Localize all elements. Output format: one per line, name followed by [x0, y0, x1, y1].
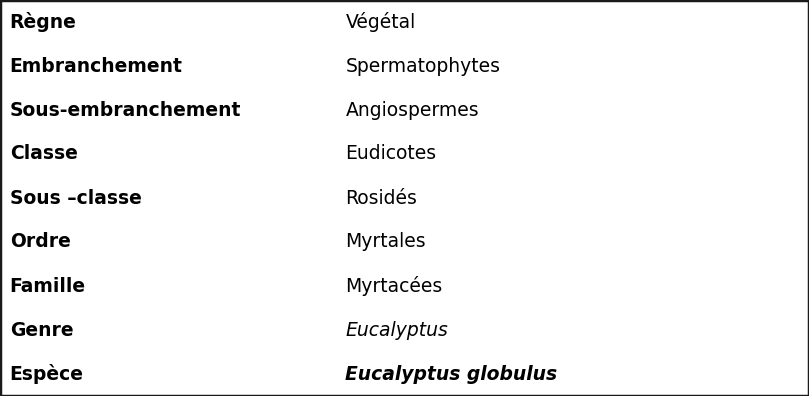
Text: Sous –classe: Sous –classe	[10, 188, 142, 208]
Text: Rosidés: Rosidés	[345, 188, 417, 208]
Text: Eucalyptus: Eucalyptus	[345, 320, 448, 339]
Text: Espèce: Espèce	[10, 364, 83, 384]
Text: Eudicotes: Eudicotes	[345, 145, 437, 164]
Text: Classe: Classe	[10, 145, 78, 164]
Text: Spermatophytes: Spermatophytes	[345, 57, 501, 76]
Text: Ordre: Ordre	[10, 232, 70, 251]
Text: Végétal: Végétal	[345, 12, 416, 32]
Text: Famille: Famille	[10, 276, 86, 295]
Text: Règne: Règne	[10, 12, 77, 32]
Text: Genre: Genre	[10, 320, 74, 339]
Text: Embranchement: Embranchement	[10, 57, 183, 76]
Text: Myrtales: Myrtales	[345, 232, 426, 251]
Text: Eucalyptus globulus: Eucalyptus globulus	[345, 364, 557, 383]
Text: Sous-embranchement: Sous-embranchement	[10, 101, 241, 120]
Text: Angiospermes: Angiospermes	[345, 101, 479, 120]
Text: Myrtacées: Myrtacées	[345, 276, 443, 296]
